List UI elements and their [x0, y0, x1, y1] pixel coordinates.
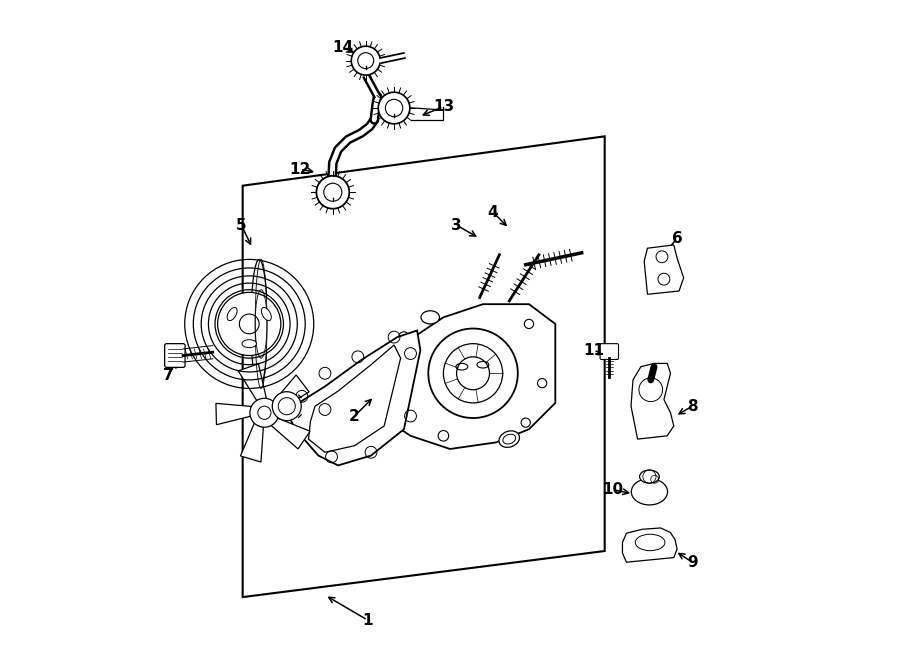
Text: 6: 6	[671, 231, 682, 246]
Text: 7: 7	[163, 368, 174, 383]
Circle shape	[656, 251, 668, 262]
Circle shape	[273, 392, 302, 420]
Text: 10: 10	[603, 483, 624, 497]
Polygon shape	[274, 375, 309, 410]
Text: 3: 3	[451, 217, 462, 233]
Circle shape	[317, 176, 349, 209]
Ellipse shape	[227, 307, 237, 321]
Polygon shape	[644, 245, 684, 294]
Text: 5: 5	[236, 217, 247, 233]
Text: 1: 1	[363, 613, 373, 627]
Polygon shape	[240, 423, 264, 462]
Polygon shape	[381, 304, 555, 449]
Text: 13: 13	[433, 99, 454, 114]
FancyBboxPatch shape	[600, 344, 618, 360]
Text: 4: 4	[488, 204, 498, 219]
Circle shape	[351, 46, 380, 75]
Polygon shape	[289, 330, 420, 465]
Circle shape	[218, 292, 281, 356]
Circle shape	[428, 329, 518, 418]
Polygon shape	[243, 136, 605, 597]
Text: 12: 12	[289, 162, 310, 176]
FancyBboxPatch shape	[165, 344, 185, 368]
Circle shape	[250, 399, 279, 427]
Ellipse shape	[251, 259, 267, 389]
Ellipse shape	[261, 307, 271, 321]
Ellipse shape	[242, 340, 256, 348]
Text: 11: 11	[583, 343, 604, 358]
Ellipse shape	[640, 470, 660, 483]
Ellipse shape	[631, 479, 668, 505]
Text: 9: 9	[687, 555, 698, 570]
Polygon shape	[271, 418, 310, 449]
Text: 8: 8	[687, 399, 698, 414]
Ellipse shape	[635, 534, 665, 551]
Circle shape	[378, 93, 410, 124]
Ellipse shape	[499, 431, 519, 447]
Text: 2: 2	[349, 408, 360, 424]
Polygon shape	[623, 528, 677, 563]
Polygon shape	[238, 364, 266, 401]
Text: 14: 14	[333, 40, 354, 55]
Ellipse shape	[421, 311, 439, 324]
Circle shape	[658, 273, 670, 285]
Polygon shape	[631, 364, 674, 439]
Polygon shape	[216, 403, 251, 425]
